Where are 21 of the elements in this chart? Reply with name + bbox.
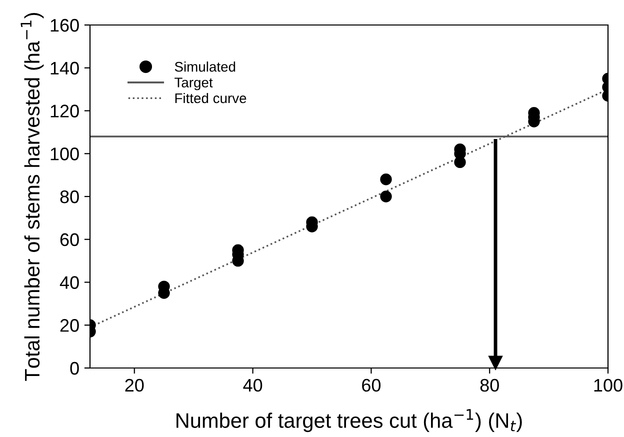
y-tick-label: 0 <box>70 362 79 375</box>
x-tick-label: 100 <box>594 378 622 392</box>
legend-label: Fitted curve <box>175 92 246 104</box>
y-tick-label: 100 <box>50 148 79 160</box>
y-tick-label: 40 <box>60 276 79 289</box>
y-tick-label: 20 <box>60 319 79 332</box>
legend-label: Target <box>174 78 213 90</box>
x-tick-label: 80 <box>480 378 499 392</box>
x-axis-title: Number of target trees cut (ha$^{−1}$) (N$_{t}$) <box>176 409 522 432</box>
x-tick-label: 60 <box>362 378 381 392</box>
y-tick-label: 120 <box>50 104 79 118</box>
point <box>380 174 392 186</box>
y-tick-label: 80 <box>60 190 79 204</box>
x-tick-label: 20 <box>125 378 144 392</box>
x-tick-label: 40 <box>243 378 262 392</box>
y-tick-label: 140 <box>50 62 79 75</box>
legend-label: Simulated <box>174 62 236 72</box>
y-tick-label: 60 <box>60 233 79 246</box>
y-tick-label: 160 <box>50 18 79 32</box>
y-axis-title: Total number of stems harvested (ha$^{−1}$) <box>20 13 44 381</box>
point <box>380 190 392 202</box>
